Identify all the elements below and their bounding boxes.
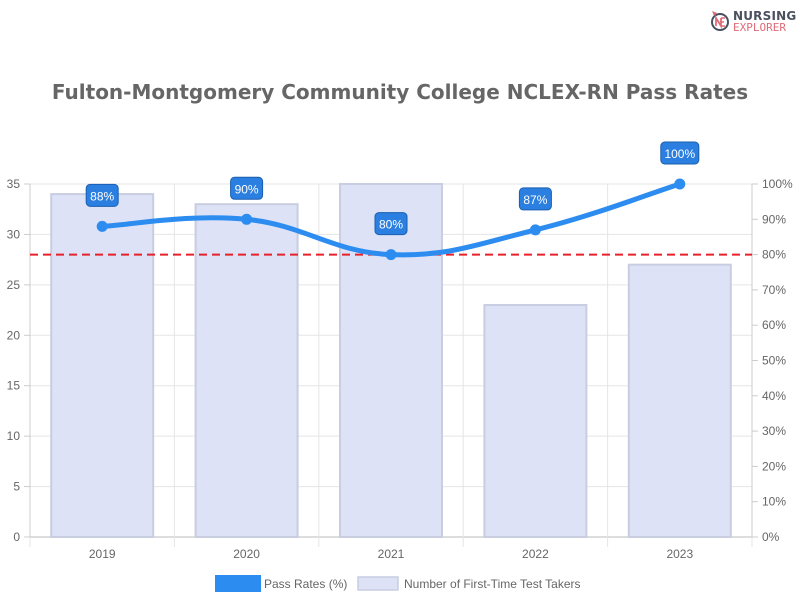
bar-2023 bbox=[627, 263, 732, 538]
legend-label-test-takers: Number of First-Time Test Takers bbox=[404, 577, 580, 591]
right-tick-label: 50% bbox=[762, 354, 786, 368]
bar-2022 bbox=[483, 304, 588, 538]
right-tick-label: 100% bbox=[762, 177, 793, 191]
pass-rate-point-2022 bbox=[529, 224, 541, 236]
right-tick-label: 0% bbox=[762, 530, 780, 544]
data-label: 90% bbox=[235, 182, 259, 196]
chart-title: Fulton-Montgomery Community College NCLE… bbox=[51, 80, 749, 104]
left-tick-label: 35 bbox=[7, 177, 21, 191]
left-tick-label: 25 bbox=[7, 278, 21, 292]
bar-2019 bbox=[50, 193, 155, 538]
x-tick-label: 2021 bbox=[378, 547, 405, 561]
x-tick-label: 2022 bbox=[522, 547, 549, 561]
right-tick-label: 90% bbox=[762, 212, 786, 226]
right-tick-label: 70% bbox=[762, 283, 786, 297]
right-tick-label: 80% bbox=[762, 248, 786, 262]
pass-rate-point-2020 bbox=[241, 213, 253, 225]
right-tick-label: 30% bbox=[762, 424, 786, 438]
x-tick-label: 2020 bbox=[233, 547, 260, 561]
data-label: 88% bbox=[90, 189, 114, 203]
logo-text-explorer: EXPLORER bbox=[733, 21, 786, 34]
bar-2021 bbox=[339, 183, 443, 538]
nursing-explorer-logo: NURSING EXPLORER bbox=[710, 8, 796, 34]
right-tick-label: 10% bbox=[762, 495, 786, 509]
data-label-bubble bbox=[660, 141, 700, 165]
data-label: 100% bbox=[664, 147, 695, 161]
x-tick-label: 2019 bbox=[89, 547, 116, 561]
left-tick-label: 20 bbox=[7, 328, 21, 342]
legend-swatch-test-takers bbox=[357, 576, 399, 591]
left-tick-label: 10 bbox=[7, 429, 21, 443]
data-label-bubble bbox=[374, 212, 408, 236]
left-tick-label: 5 bbox=[13, 480, 20, 494]
left-tick-label: 0 bbox=[13, 530, 20, 544]
left-tick-label: 15 bbox=[7, 379, 21, 393]
legend-swatch-pass-rates bbox=[215, 575, 261, 592]
legend-label-pass-rates: Pass Rates (%) bbox=[264, 577, 347, 591]
right-tick-label: 60% bbox=[762, 318, 786, 332]
data-label-bubble bbox=[518, 187, 552, 211]
logo-text-nursing: NURSING bbox=[733, 9, 797, 23]
data-label-bubble bbox=[85, 183, 119, 207]
logo-icon bbox=[711, 11, 729, 31]
pass-rate-point-2021 bbox=[385, 249, 397, 261]
bar-2020 bbox=[194, 203, 299, 539]
x-tick-label: 2023 bbox=[666, 547, 693, 561]
right-tick-label: 40% bbox=[762, 389, 786, 403]
pass-rate-point-2023 bbox=[674, 178, 686, 190]
left-tick-label: 30 bbox=[7, 227, 21, 241]
data-label: 80% bbox=[379, 218, 403, 232]
data-label: 87% bbox=[523, 193, 547, 207]
data-label-bubble bbox=[230, 176, 264, 200]
right-tick-label: 20% bbox=[762, 459, 786, 473]
pass-rate-point-2019 bbox=[96, 220, 108, 232]
